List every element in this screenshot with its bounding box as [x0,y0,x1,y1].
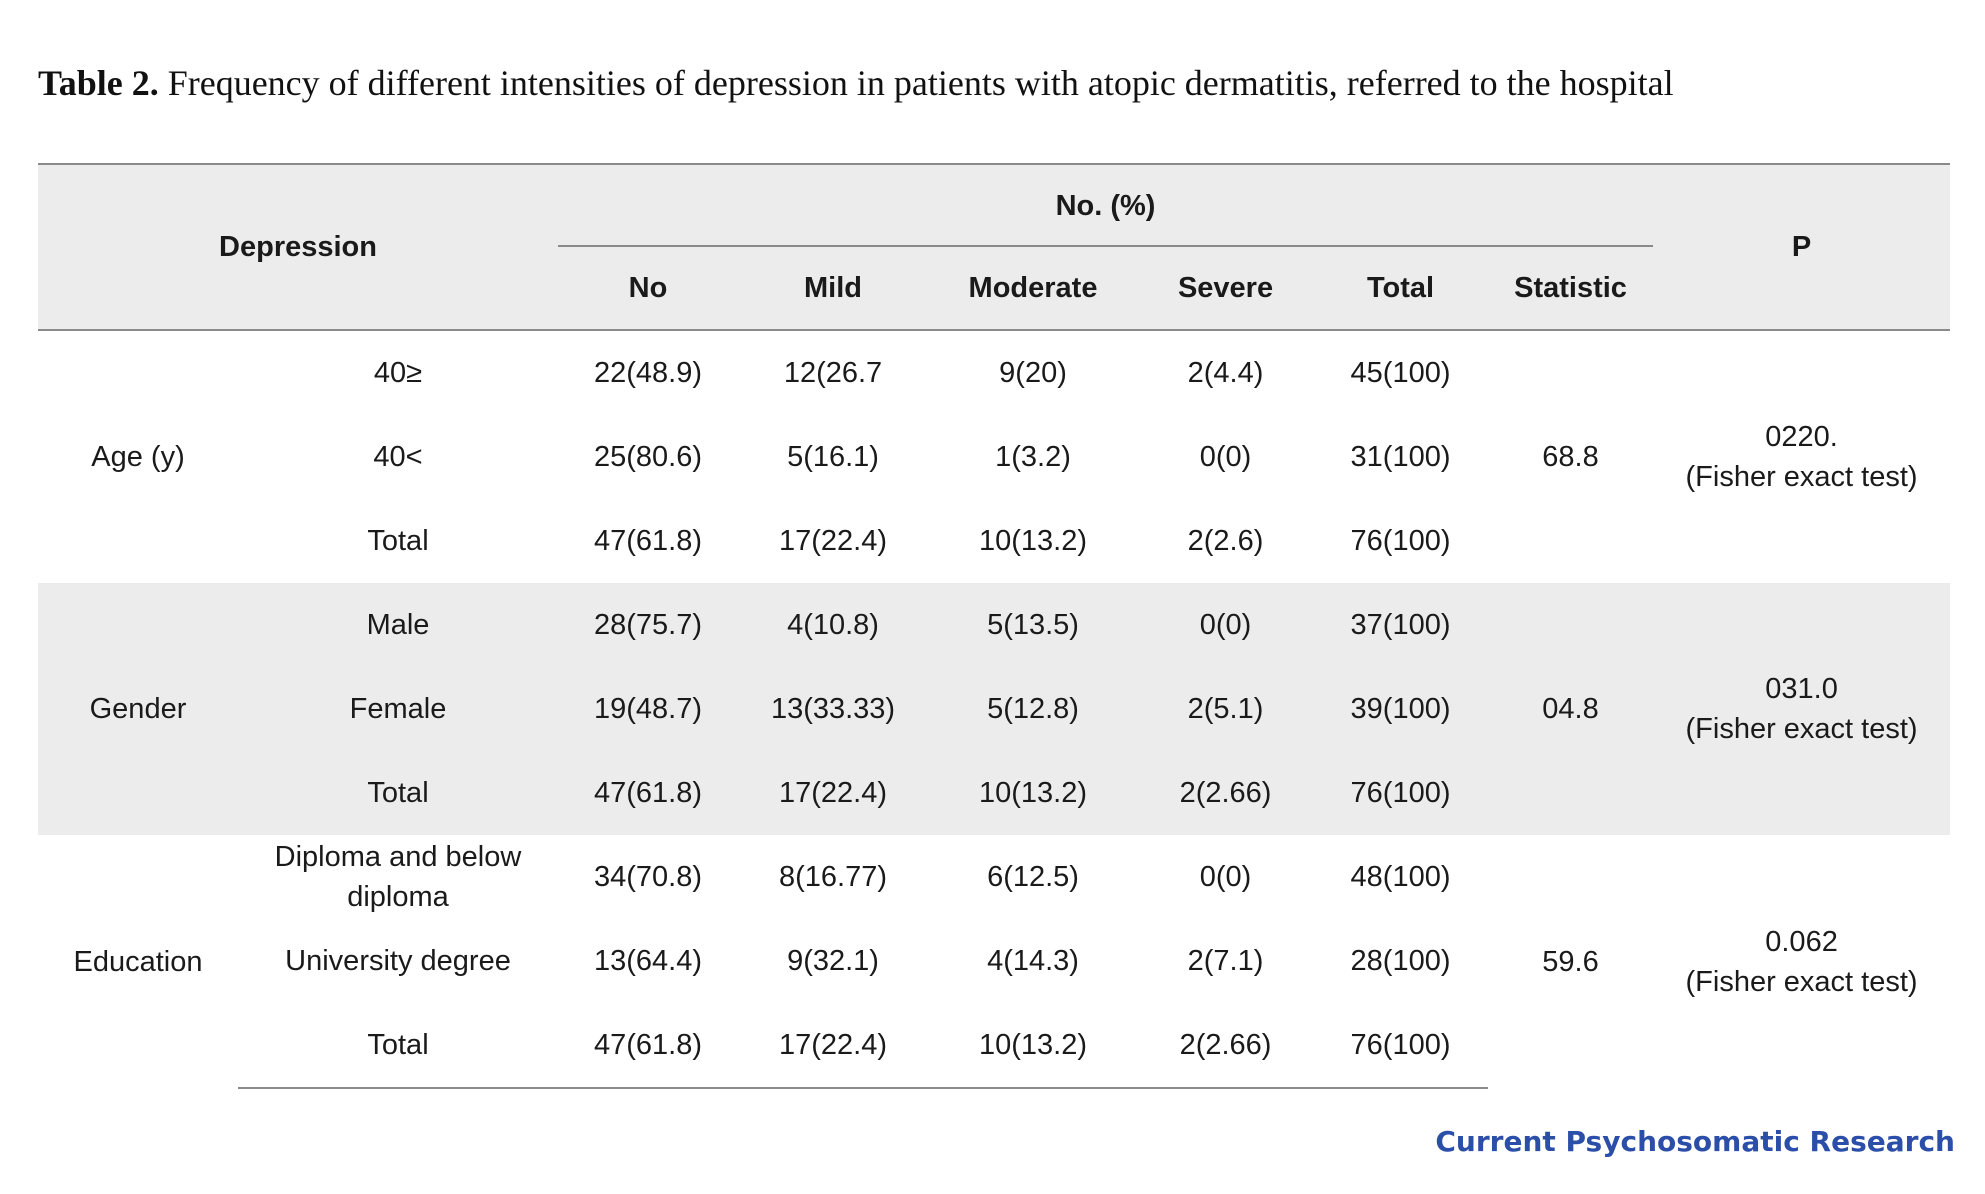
cell-moderate: 5(12.8) [987,693,1079,725]
row-label: Diploma and below diploma [238,835,558,919]
cell-moderate: 9(20) [999,357,1067,389]
group-education: Education Diploma and below diploma 34(7… [38,835,1950,1089]
header-col-total: Total [1366,271,1435,304]
cell-no: 47(61.8) [594,777,703,809]
cell-severe: 0(0) [1199,861,1252,893]
cell-p: 0220. (Fisher exact test) [1653,330,1950,583]
row-label: Total [367,777,429,809]
header-col-no: No [628,271,668,304]
cell-total: 39(100) [1350,693,1451,725]
cell-p: 031.0 (Fisher exact test) [1653,583,1950,835]
table-caption: Table 2. Frequency of different intensit… [38,62,1938,104]
cell-severe: 2(4.4) [1187,357,1264,389]
row-label: Total [367,525,429,557]
cell-no: 34(70.8) [594,861,703,893]
p-value: 0.062 [1765,925,1838,958]
header-col-statistic: Statistic [1514,271,1627,304]
header-col-severe: Severe [1177,271,1274,304]
caption-text: Frequency of different intensities of de… [167,63,1674,103]
cell-total: 76(100) [1313,1003,1489,1089]
cell-mild: 17(22.4) [779,777,888,809]
row-label: Male [366,609,430,641]
cell-total: 76(100) [1350,525,1451,557]
cell-moderate: 10(13.2) [928,1003,1139,1089]
cell-moderate: 10(13.2) [979,525,1088,557]
cell-total: 37(100) [1350,609,1451,641]
cell-no: 13(64.4) [594,945,703,977]
cell-statistic: 59.6 [1542,945,1599,978]
group-gender: Gender Male 28(75.7) 4(10.8) 5(13.5) 0(0… [38,583,1951,835]
row-label: 40< [373,441,423,473]
depression-frequency-table: Depression No. (%) P No Mild Moderate Se… [38,163,1951,1089]
cell-total: 48(100) [1350,861,1451,893]
cell-no: 47(61.8) [594,525,703,557]
row-label: 40≥ [373,357,423,389]
cell-total: 31(100) [1350,441,1451,473]
cell-total: 45(100) [1350,357,1451,389]
cell-mild: 17(22.4) [779,525,888,557]
group-label: Education [73,945,203,978]
table-row: Total 47(61.8) 17(22.4) 10(13.2) 2(2.66)… [38,1003,1950,1089]
cell-severe: 2(5.1) [1187,693,1264,725]
table-row: 40< 25(80.6) 5(16.1) 1(3.2) 0(0) 31(100) [38,415,1950,499]
data-table-container: Depression No. (%) P No Mild Moderate Se… [38,163,1951,1089]
group-label: Age (y) [91,441,185,473]
header-col-moderate: Moderate [968,271,1098,304]
row-label-line2: diploma [347,881,449,913]
table-header: Depression No. (%) P No Mild Moderate Se… [38,164,1951,330]
cell-mild: 5(16.1) [787,441,879,473]
cell-statistic: 68.8 [1542,441,1599,473]
cell-mild: 17(22.4) [738,1003,929,1089]
header-depression: Depression [219,230,377,263]
p-note: (Fisher exact test) [1685,461,1918,493]
p-value: 0220. [1765,421,1838,453]
cell-statistic: 04.8 [1542,693,1599,725]
cell-severe: 2(2.6) [1187,525,1264,557]
group-age: Age (y) 40≥ 22(48.9) 12(26.7 9(20) 2(4.4… [38,330,1950,583]
table-row: Total 47(61.8) 17(22.4) 10(13.2) 2(2.6) … [38,499,1950,583]
cell-no: 47(61.8) [558,1003,739,1089]
cell-no: 28(75.7) [594,609,703,641]
cell-no: 25(80.6) [594,441,703,473]
cell-mild: 9(32.1) [787,945,879,977]
header-p: P [1791,230,1812,263]
row-label: Female [349,693,447,725]
row-label: Total [238,1003,559,1089]
cell-moderate: 5(13.5) [987,609,1079,641]
p-note: (Fisher exact test) [1685,965,1918,998]
row-label-line1: Diploma and below [274,841,522,873]
cell-severe: 2(2.66) [1138,1003,1314,1089]
cell-moderate: 6(12.5) [987,861,1079,893]
table-row: Gender Male 28(75.7) 4(10.8) 5(13.5) 0(0… [38,583,1951,745]
cell-mild: 8(16.77) [779,861,888,893]
cell-mild: 12(26.7 [783,357,883,389]
header-no-pct: No. (%) [558,164,1654,247]
caption-lead: Table 2. [38,63,159,103]
table-row: University degree 13(64.4) 9(32.1) 4(14.… [38,919,1950,1003]
cell-no: 22(48.9) [594,357,703,389]
p-value: 031.0 [1765,673,1838,705]
group-label: Gender [89,693,187,725]
table-row: Education Diploma and below diploma 34(7… [38,835,1950,998]
journal-brand-logo: Current Psychosomatic Research [1435,1125,1955,1158]
header-col-mild: Mild [804,271,863,304]
cell-mild: 4(10.8) [787,609,879,641]
cell-severe: 0(0) [1199,609,1252,641]
cell-moderate: 10(13.2) [979,777,1088,809]
cell-moderate: 1(3.2) [995,441,1071,473]
cell-severe: 0(0) [1199,441,1252,473]
cell-total: 28(100) [1350,945,1451,977]
cell-severe: 2(7.1) [1187,945,1264,977]
table-row: Age (y) 40≥ 22(48.9) 12(26.7 9(20) 2(4.4… [38,330,1950,493]
cell-mild: 13(33.33) [770,693,896,725]
cell-p: 0.062 (Fisher exact test) [1653,835,1950,1088]
row-label: University degree [285,945,511,977]
p-note: (Fisher exact test) [1685,713,1918,745]
cell-total: 76(100) [1350,777,1451,809]
cell-moderate: 4(14.3) [987,945,1079,977]
cell-no: 19(48.7) [594,693,703,725]
cell-severe: 2(2.66) [1179,777,1272,809]
